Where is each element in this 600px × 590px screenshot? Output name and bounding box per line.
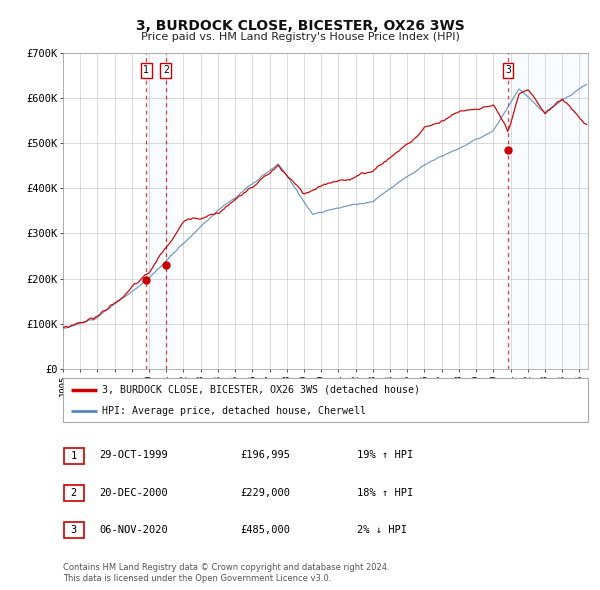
Text: 1: 1 [71,451,77,461]
Text: HPI: Average price, detached house, Cherwell: HPI: Average price, detached house, Cher… [103,406,367,416]
Bar [166,53,175,369]
FancyBboxPatch shape [64,523,83,538]
Text: 3, BURDOCK CLOSE, BICESTER, OX26 3WS (detached house): 3, BURDOCK CLOSE, BICESTER, OX26 3WS (de… [103,385,421,395]
FancyBboxPatch shape [64,485,83,501]
Text: This data is licensed under the Open Government Licence v3.0.: This data is licensed under the Open Gov… [63,574,331,583]
Bar [146,53,166,369]
Text: 2% ↓ HPI: 2% ↓ HPI [357,525,407,535]
Text: 20-DEC-2000: 20-DEC-2000 [99,488,168,497]
FancyBboxPatch shape [64,448,83,464]
Text: 3, BURDOCK CLOSE, BICESTER, OX26 3WS: 3, BURDOCK CLOSE, BICESTER, OX26 3WS [136,19,464,33]
FancyBboxPatch shape [63,378,588,422]
Text: £485,000: £485,000 [240,525,290,535]
Text: £229,000: £229,000 [240,488,290,497]
Text: 3: 3 [505,65,511,76]
Text: 18% ↑ HPI: 18% ↑ HPI [357,488,413,497]
Text: 3: 3 [71,526,77,535]
Bar [508,53,588,369]
Text: Price paid vs. HM Land Registry's House Price Index (HPI): Price paid vs. HM Land Registry's House … [140,32,460,42]
Text: 1: 1 [143,65,149,76]
Text: 2: 2 [163,65,169,76]
Text: Contains HM Land Registry data © Crown copyright and database right 2024.: Contains HM Land Registry data © Crown c… [63,563,389,572]
Text: 29-OCT-1999: 29-OCT-1999 [99,451,168,460]
Text: 06-NOV-2020: 06-NOV-2020 [99,525,168,535]
Text: 19% ↑ HPI: 19% ↑ HPI [357,451,413,460]
Text: 2: 2 [71,489,77,498]
Text: £196,995: £196,995 [240,451,290,460]
